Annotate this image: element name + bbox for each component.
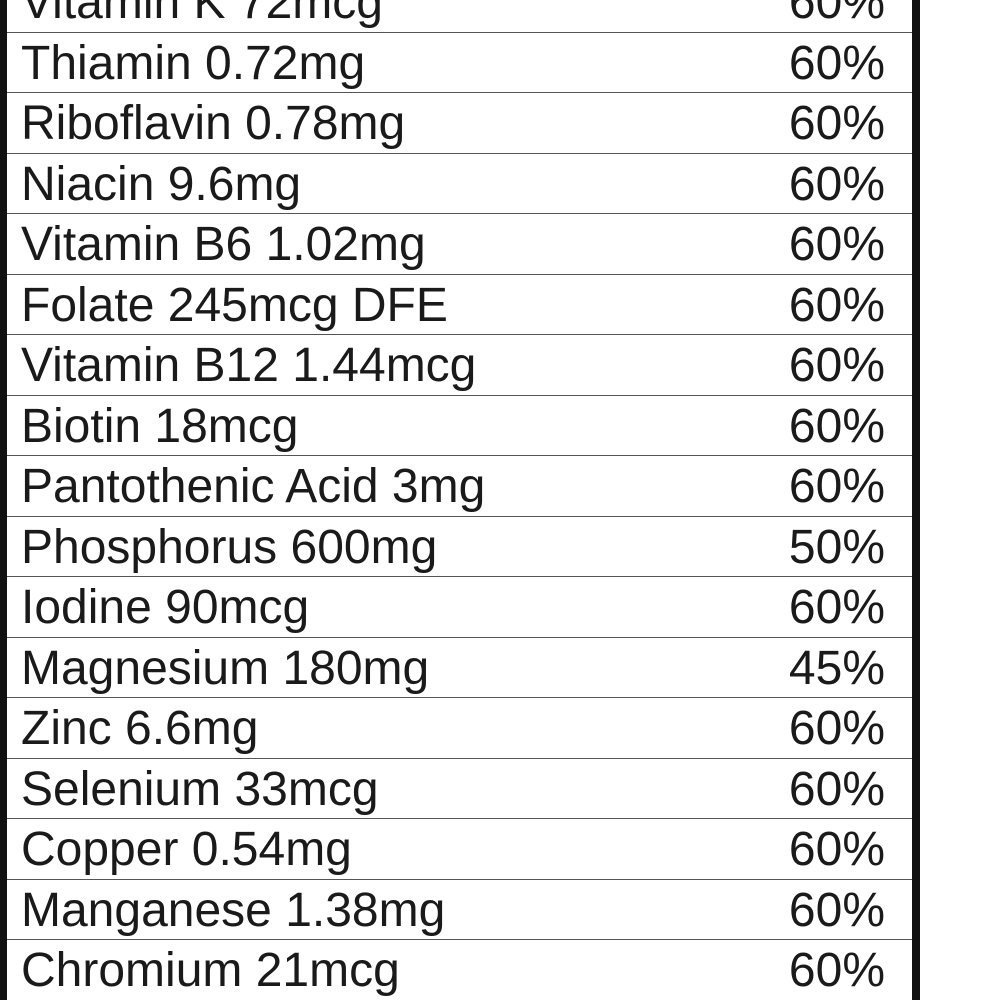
nutrient-row: Iodine 90mcg 60% xyxy=(7,577,912,638)
nutrient-row: Vitamin B6 1.02mg 60% xyxy=(7,214,912,275)
daily-value-percent: 60% xyxy=(788,823,885,876)
nutrient-name: Vitamin K 72mcg xyxy=(21,0,383,29)
nutrient-name: Vitamin B6 1.02mg xyxy=(21,218,426,271)
nutrient-row: Chromium 21mcg 60% xyxy=(7,940,912,1000)
daily-value-percent: 60% xyxy=(788,702,885,755)
nutrient-name: Folate 245mcg DFE xyxy=(21,278,448,332)
nutrient-row: Pantothenic Acid 3mg 60% xyxy=(7,456,912,517)
daily-value-percent: 60% xyxy=(788,36,885,90)
nutrient-table: Vitamin K 72mcg 60% Thiamin 0.72mg 60% R… xyxy=(7,0,912,1000)
daily-value-percent: 60% xyxy=(788,218,885,271)
daily-value-percent: 60% xyxy=(788,581,885,634)
nutrient-name: Copper 0.54mg xyxy=(21,823,352,876)
nutrient-name: Zinc 6.6mg xyxy=(21,702,259,755)
nutrient-row: Vitamin K 72mcg 60% xyxy=(7,0,912,33)
daily-value-percent: 50% xyxy=(788,520,885,574)
nutrient-name: Vitamin B12 1.44mcg xyxy=(21,339,477,392)
nutrient-row: Niacin 9.6mg 60% xyxy=(7,154,912,214)
nutrient-name: Riboflavin 0.78mg xyxy=(21,97,406,150)
daily-value-percent: 60% xyxy=(788,97,885,150)
nutrient-name: Chromium 21mcg xyxy=(21,944,400,997)
nutrient-row: Zinc 6.6mg 60% xyxy=(7,698,912,759)
right-border-line xyxy=(912,0,920,1000)
nutrient-row: Manganese 1.38mg 60% xyxy=(7,880,912,940)
nutrient-name: Selenium 33mcg xyxy=(21,762,379,816)
nutrient-name: Iodine 90mcg xyxy=(21,581,310,634)
nutrient-row: Selenium 33mcg 60% xyxy=(7,759,912,819)
nutrient-row: Riboflavin 0.78mg 60% xyxy=(7,93,912,154)
nutrient-row: Biotin 18mcg 60% xyxy=(7,396,912,456)
daily-value-percent: 60% xyxy=(788,762,885,816)
daily-value-percent: 60% xyxy=(788,944,885,997)
nutrient-row: Thiamin 0.72mg 60% xyxy=(7,33,912,93)
left-border-line xyxy=(0,0,7,1000)
nutrient-name: Manganese 1.38mg xyxy=(21,883,446,937)
nutrient-name: Niacin 9.6mg xyxy=(21,157,302,211)
nutrient-row: Vitamin B12 1.44mcg 60% xyxy=(7,335,912,396)
nutrient-name: Biotin 18mcg xyxy=(21,399,299,453)
nutrient-name: Pantothenic Acid 3mg xyxy=(21,460,486,513)
nutrient-name: Thiamin 0.72mg xyxy=(21,36,366,90)
nutrient-row: Phosphorus 600mg 50% xyxy=(7,517,912,577)
daily-value-percent: 60% xyxy=(788,460,885,513)
daily-value-percent: 60% xyxy=(788,883,885,937)
daily-value-percent: 45% xyxy=(788,641,885,695)
nutrient-row: Copper 0.54mg 60% xyxy=(7,819,912,880)
daily-value-percent: 60% xyxy=(788,278,885,332)
nutrient-name: Phosphorus 600mg xyxy=(21,520,438,574)
nutrient-name: Magnesium 180mg xyxy=(21,641,430,695)
nutrient-row: Folate 245mcg DFE 60% xyxy=(7,275,912,335)
daily-value-percent: 60% xyxy=(788,399,885,453)
daily-value-percent: 60% xyxy=(788,0,885,29)
nutrient-row: Magnesium 180mg 45% xyxy=(7,638,912,698)
daily-value-percent: 60% xyxy=(788,339,885,392)
daily-value-percent: 60% xyxy=(788,157,885,211)
